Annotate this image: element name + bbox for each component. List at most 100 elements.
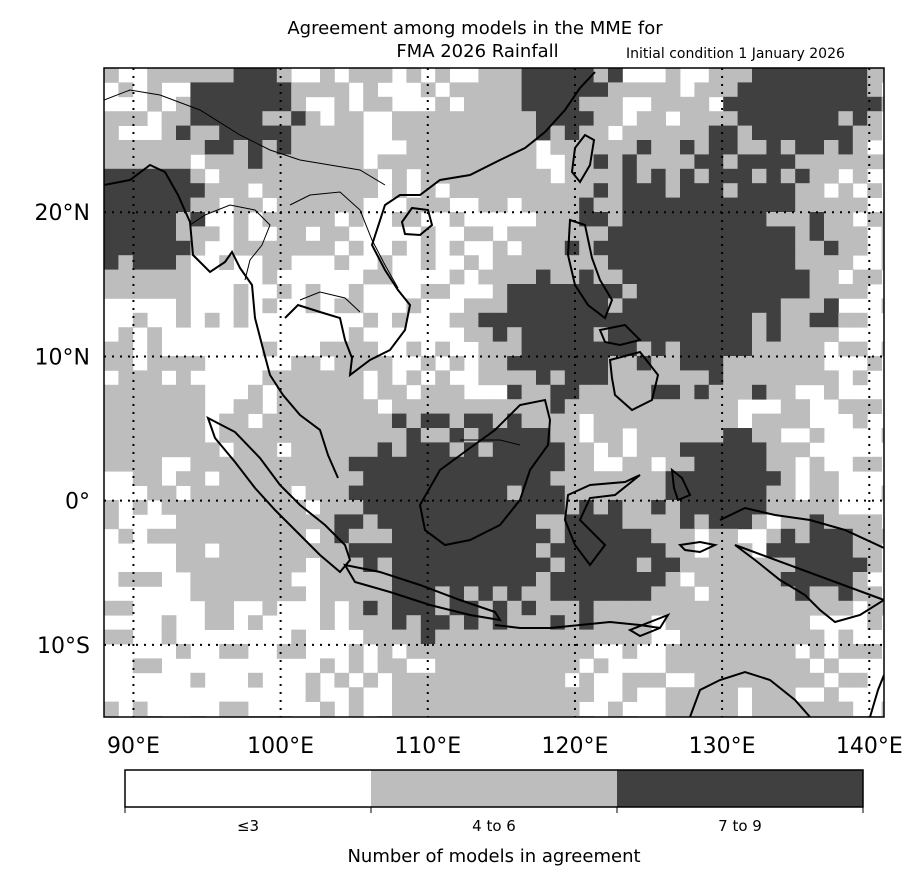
agreement-cell [780,183,796,198]
agreement-cell [723,528,738,544]
agreement-cell [406,399,422,414]
agreement-cell [752,413,767,429]
agreement-cell [780,140,796,155]
agreement-cell [363,543,378,558]
agreement-cell [377,528,393,544]
agreement-cell [276,125,292,141]
agreement-cell [708,500,724,515]
agreement-cell [579,284,594,299]
agreement-cell [507,298,522,314]
agreement-cell [723,471,738,486]
agreement-cell [636,413,652,429]
agreement-cell [824,82,839,98]
agreement-cell [665,269,681,285]
agreement-cell [132,269,148,285]
agreement-cell [737,615,753,630]
agreement-cell [708,399,724,414]
agreement-cell [608,370,623,386]
agreement-cell [449,672,465,688]
agreement-cell [564,399,580,414]
agreement-cell [161,399,177,414]
agreement-cell [204,456,220,472]
agreement-cell [766,485,782,501]
agreement-cell [406,572,422,587]
agreement-cell [824,471,839,486]
agreement-cell [809,212,825,227]
agreement-cell [838,125,854,141]
agreement-cell [536,413,551,429]
agreement-cell [291,500,306,515]
agreement-cell [536,629,551,645]
agreement-cell [363,442,378,458]
agreement-cell [406,212,422,227]
agreement-cell [492,644,508,659]
agreement-cell [118,212,134,227]
agreement-cell [392,528,407,544]
agreement-cell [204,485,220,501]
agreement-cell [176,471,191,486]
agreement-cell [867,82,882,98]
agreement-cell [507,716,522,717]
agreement-cell [248,485,263,501]
agreement-cell [795,140,810,155]
agreement-cell [824,255,839,270]
agreement-cell [161,197,177,213]
agreement-cell [276,543,292,558]
lat-tick-label: 10°N [35,345,90,370]
agreement-cell [464,140,479,155]
agreement-cell [651,572,666,587]
agreement-cell [780,600,796,616]
agreement-cell [564,615,580,630]
agreement-cell [521,485,537,501]
agreement-cell [478,327,494,342]
agreement-cell [694,644,710,659]
agreement-cell [593,413,609,429]
agreement-cell [608,226,623,242]
agreement-cell [507,629,522,645]
agreement-cell [392,572,407,587]
agreement-cell [449,658,465,674]
agreement-cell [305,456,321,472]
agreement-cell [838,701,854,717]
agreement-cell [507,413,522,429]
agreement-cell [492,413,508,429]
agreement-cell [248,111,263,126]
agreement-cell [233,312,249,328]
agreement-cell [651,197,666,213]
agreement-cell [305,428,321,443]
agreement-cell [550,557,566,573]
agreement-cell [118,428,134,443]
agreement-cell [305,197,321,213]
agreement-cell [780,312,796,328]
agreement-cell [334,528,350,544]
agreement-cell [752,428,767,443]
agreement-cell [478,543,494,558]
agreement-cell [824,240,839,256]
agreement-cell [492,399,508,414]
agreement-cell [723,183,738,198]
agreement-cell [665,327,681,342]
lon-tick-label: 90°E [107,734,160,759]
colorbar-swatch-high [617,770,863,807]
agreement-cell [708,687,724,702]
agreement-cell [420,140,436,155]
agreement-cell [233,399,249,414]
agreement-cell [204,442,220,458]
agreement-cell [507,68,522,83]
agreement-cell [406,557,422,573]
agreement-cell [550,644,566,659]
agreement-cell [651,111,666,126]
agreement-cell [190,514,206,530]
agreement-cell [651,528,666,544]
agreement-cell [147,471,162,486]
agreement-cell [219,500,234,515]
agreement-cell [708,327,724,342]
agreement-cell [334,572,350,587]
agreement-cell [190,586,206,602]
agreement-cell [478,68,494,83]
agreement-cell [449,356,465,371]
agreement-cell [651,442,666,458]
agreement-cell [276,557,292,573]
agreement-cell [564,471,580,486]
agreement-cell [694,615,710,630]
